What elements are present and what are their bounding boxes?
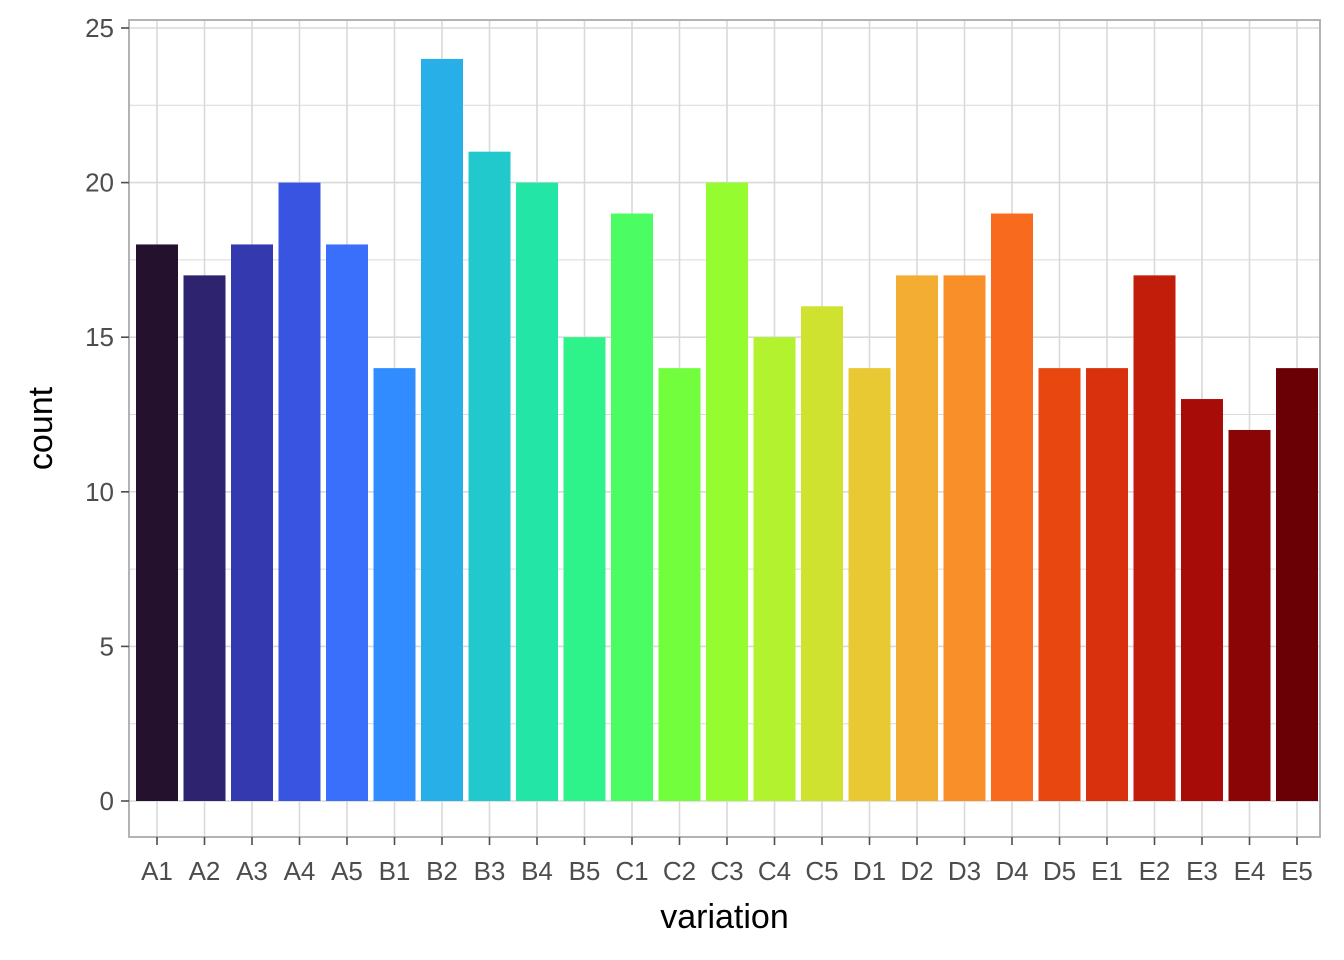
x-tick-label: B1 [379,856,411,886]
bar-A5 [326,244,368,801]
bar-C1 [611,213,653,801]
bar-A4 [278,182,321,802]
bar-A2 [183,275,226,801]
x-tick-label: E3 [1186,856,1218,886]
x-tick-label: D5 [1043,856,1076,886]
bars [136,58,1318,802]
bar-A1 [136,244,178,801]
x-tick-label: A3 [236,856,268,886]
x-tick-label: C5 [805,856,838,886]
x-tick-label: D1 [853,856,886,886]
x-tick-label: B5 [569,856,601,886]
x-tick-label: E5 [1281,856,1313,886]
y-axis: 0 5 10 15 20 25 [85,13,129,816]
x-axis: A1 A2 A3 A4 A5 B1 B2 B3 B4 B5 C1 C2 C3 C4 C5 D1 D2 D3 D4 D5… [141,837,1313,886]
y-axis-title: count [22,386,60,470]
bar-D1 [848,368,891,801]
x-tick-label: D2 [900,856,933,886]
x-axis-title: variation [660,898,789,936]
x-tick-label: D4 [995,856,1028,886]
x-tick-label: E2 [1139,856,1171,886]
x-tick-label: B2 [426,856,458,886]
bar-B2 [421,58,463,802]
y-tick-label: 15 [85,322,114,352]
x-tick-label: C1 [615,856,648,886]
x-tick-label: E4 [1234,856,1266,886]
bar-C2 [658,368,701,801]
y-tick-label: 20 [85,168,114,198]
x-tick-label: C4 [758,856,791,886]
bar-C4 [753,337,796,801]
bar-A3 [231,244,273,801]
y-tick-label: 5 [100,631,114,661]
bar-E4 [1228,429,1271,801]
bar-B1 [373,368,416,801]
x-tick-label: C2 [663,856,696,886]
y-tick-label: 25 [85,13,114,43]
x-tick-label: B4 [521,856,553,886]
x-tick-label: A2 [189,856,221,886]
x-tick-label: E1 [1091,856,1123,886]
bar-C5 [801,306,843,801]
bar-E3 [1181,399,1223,801]
x-tick-label: B3 [474,856,506,886]
bar-B4 [516,182,558,802]
y-tick-label: 10 [85,477,114,507]
x-tick-label: A4 [284,856,316,886]
y-tick-label: 0 [100,786,114,816]
x-tick-label: D3 [948,856,981,886]
x-tick-label: A5 [331,856,363,886]
bar-E2 [1133,275,1176,801]
x-tick-label: A1 [141,856,173,886]
bar-D3 [943,275,986,801]
bar-B3 [468,151,511,801]
panel-border [128,19,1321,838]
bar-E5 [1276,368,1318,801]
bar-D5 [1038,368,1081,801]
x-tick-label: C3 [710,856,743,886]
bar-D4 [991,213,1033,801]
bar-D2 [896,275,938,801]
bar-E1 [1086,368,1128,801]
bar-B5 [563,337,606,801]
bar-C3 [706,182,748,802]
